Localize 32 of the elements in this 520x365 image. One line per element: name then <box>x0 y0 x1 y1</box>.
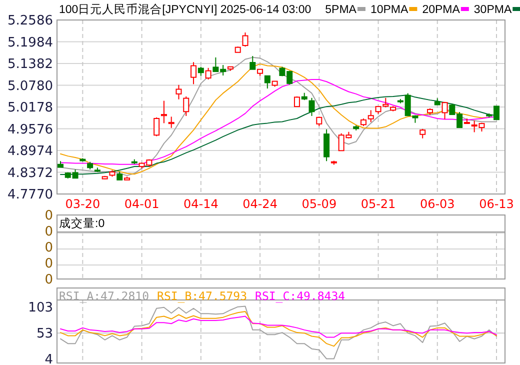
x-tick-label: 05-21 <box>360 197 396 211</box>
text: 成交量:0 <box>59 216 105 230</box>
x-tick-label: 04-24 <box>242 197 278 211</box>
text: 0 <box>44 272 53 288</box>
text: 0 <box>44 256 53 272</box>
x-tick-label: 06-13 <box>479 197 514 211</box>
y-tick-label: 4.9576 <box>8 122 53 138</box>
x-tick-label: 05-09 <box>302 197 337 211</box>
text: 0 <box>44 224 53 240</box>
text: 0 <box>44 208 53 224</box>
legend: RSI_A:47.2810 RSI_B:47.5793 RSI_C:49.8434 <box>59 289 346 303</box>
chart-title: 100日元人民币混合[JPYCNYI] 2025-06-14 03:00 <box>59 2 312 16</box>
y-tick-label: 5.0780 <box>8 78 53 94</box>
legend-label: 10PMA <box>370 4 409 16</box>
y-tick-label: 53 <box>36 326 53 342</box>
x-tick-label: 03-20 <box>65 197 100 211</box>
y-tick-label: 5.1984 <box>8 35 53 50</box>
y-tick-label: 5.1382 <box>8 57 53 72</box>
x-tick-label: 06-03 <box>420 197 455 211</box>
x-tick-label: 04-14 <box>183 197 218 211</box>
legend-label: 30PMA <box>474 4 512 16</box>
legend-label: 20PMA <box>422 4 460 16</box>
y-tick-label: 103 <box>28 300 53 316</box>
y-tick-label: 4 <box>44 352 53 365</box>
y-tick-label: 4.8372 <box>8 166 53 181</box>
y-tick-label: 4.7770 <box>8 188 53 202</box>
y-tick-label: 5.2586 <box>8 14 53 28</box>
y-tick-label: 5.0178 <box>8 100 53 116</box>
legend-label: 5PMA <box>325 4 357 16</box>
x-tick-label: 04-01 <box>124 197 160 211</box>
y-tick-label: 4.8974 <box>8 144 53 159</box>
text: 0 <box>44 240 53 256</box>
